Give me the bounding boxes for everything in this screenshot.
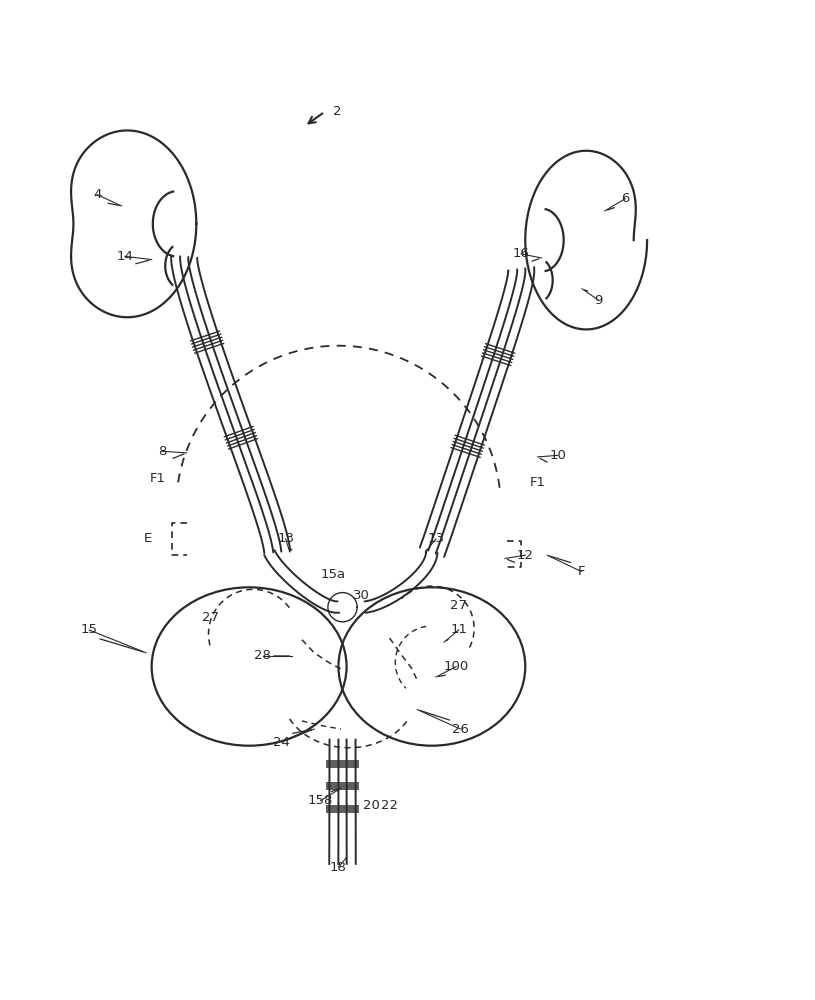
Text: 20: 20	[363, 799, 380, 812]
Text: 9: 9	[594, 294, 602, 307]
Text: 27: 27	[450, 599, 467, 612]
Text: 158: 158	[308, 794, 333, 807]
Text: 8: 8	[158, 445, 166, 458]
Text: 13: 13	[427, 532, 444, 545]
Text: 28: 28	[254, 649, 271, 662]
Text: F: F	[578, 565, 585, 578]
Text: E: E	[143, 532, 152, 545]
Text: F1: F1	[150, 472, 166, 485]
Text: 13: 13	[277, 532, 294, 545]
Text: 10: 10	[549, 449, 566, 462]
Text: 24: 24	[273, 736, 290, 749]
Text: 14: 14	[117, 250, 134, 263]
Text: 6: 6	[621, 192, 629, 205]
Text: 22: 22	[381, 799, 399, 812]
Text: 11: 11	[450, 623, 467, 636]
Text: F1: F1	[530, 476, 545, 489]
Text: 100: 100	[443, 660, 469, 673]
Text: 16: 16	[513, 247, 530, 260]
Text: 18: 18	[330, 861, 347, 874]
Text: 15a: 15a	[320, 568, 346, 581]
Text: 15: 15	[81, 623, 98, 636]
Text: 26: 26	[452, 723, 469, 736]
Text: 2: 2	[333, 105, 341, 118]
Text: 27: 27	[202, 611, 219, 624]
Text: 30: 30	[353, 589, 370, 602]
Text: 4: 4	[93, 188, 101, 201]
Text: 12: 12	[517, 549, 534, 562]
